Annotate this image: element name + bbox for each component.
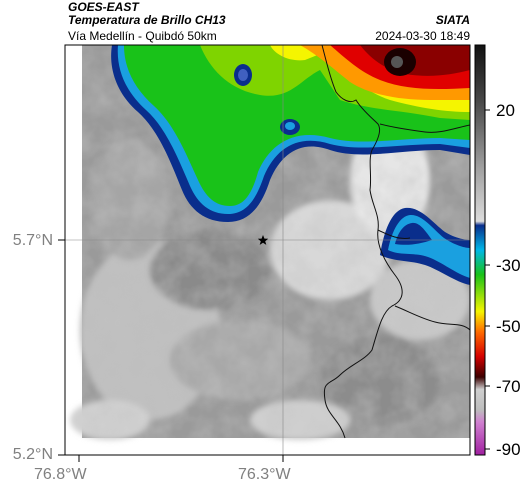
cold-cloud-system — [111, 45, 470, 222]
x-tick-label: 76.8°W — [34, 466, 87, 483]
axis-ticks — [58, 239, 284, 462]
satellite-title: GOES-EAST — [68, 0, 139, 14]
map-frame — [64, 44, 471, 456]
y-tick-label: 5.2°N — [12, 446, 53, 463]
colorbar-label: -50 — [496, 317, 521, 336]
star-icon — [257, 235, 269, 245]
colorbar-label: 20 — [496, 101, 515, 120]
source-label: SIATA — [435, 13, 470, 27]
cold-cloud-cell — [380, 207, 470, 285]
region-subtitle: Vía Medellín - Quibdó 50km — [68, 29, 217, 43]
graticule — [65, 45, 470, 455]
colorbar — [474, 44, 490, 456]
colorbar-label: -90 — [496, 440, 521, 459]
colorbar-label: -30 — [496, 256, 521, 275]
timestamp: 2024-03-30 18:49 — [375, 29, 470, 43]
x-tick-label: 76.3°W — [238, 466, 291, 483]
borders — [321, 45, 470, 439]
colorbar-label: -70 — [496, 377, 521, 396]
y-tick-label: 5.7°N — [12, 232, 53, 249]
product-title: Temperatura de Brillo CH13 — [68, 13, 226, 27]
